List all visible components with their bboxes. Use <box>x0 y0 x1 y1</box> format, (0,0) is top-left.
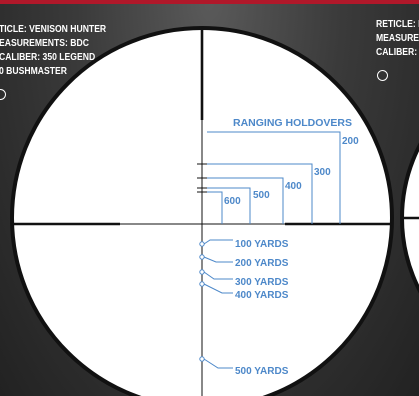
leader-300 <box>203 271 233 280</box>
holdover-200-label: 200 <box>342 136 359 147</box>
marker-200 <box>199 254 205 260</box>
bracket-200 <box>207 131 341 224</box>
leader-100 <box>203 239 233 245</box>
bracket-400 <box>207 177 284 224</box>
info-caliber-right: CALIBER: <box>376 46 418 58</box>
yard-400-label: 400 YARDS <box>235 290 289 301</box>
holdover-500-label: 500 <box>253 190 270 201</box>
holdover-300-label: 300 <box>314 167 331 178</box>
yard-200-label: 200 YARDS <box>235 258 289 269</box>
holdover-brackets <box>207 131 341 224</box>
top-accent-bar <box>0 0 419 4</box>
right-reticle-info: RETICLE: H MEASURE CALIBER: <box>376 17 419 59</box>
leader-400 <box>203 283 233 294</box>
info-caliber: CALIBER: 350 LEGEND <box>0 51 96 63</box>
radio-circle-right[interactable] <box>377 70 388 81</box>
marker-300 <box>199 269 205 275</box>
info-reticle: TICLE: VENISON HUNTER <box>0 23 107 35</box>
bracket-500 <box>207 187 251 224</box>
holdover-600-label: 600 <box>224 196 241 207</box>
holdover-title: RANGING HOLDOVERS <box>233 117 352 129</box>
bracket-300 <box>207 163 313 224</box>
marker-100 <box>199 241 205 247</box>
holdover-400-label: 400 <box>285 181 302 192</box>
info-measurements: EASUREMENTS: BDC <box>0 37 89 49</box>
marker-500 <box>199 356 205 362</box>
info-caliber-cont: 0 BUSHMASTER <box>0 65 67 77</box>
left-reticle-info: TICLE: VENISON HUNTER EASUREMENTS: BDC C… <box>0 22 106 78</box>
bracket-600 <box>207 191 223 224</box>
leader-200 <box>203 256 233 263</box>
info-measurements-right: MEASURE <box>376 32 419 44</box>
info-reticle-right: RETICLE: H <box>376 18 419 30</box>
yard-300-label: 300 YARDS <box>235 277 289 288</box>
yard-100-label: 100 YARDS <box>235 239 289 250</box>
yard-markers <box>199 239 233 369</box>
leader-500 <box>203 358 233 369</box>
yard-500-label: 500 YARDS <box>235 366 289 377</box>
marker-400 <box>199 281 205 287</box>
